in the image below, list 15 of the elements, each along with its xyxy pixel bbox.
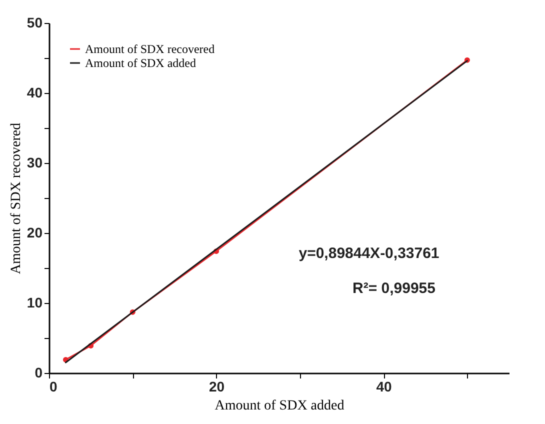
y-tick-label: 50 bbox=[26, 14, 43, 30]
legend-label: Amount of SDX added bbox=[85, 56, 196, 70]
y-axis-title: Amount of SDX recovered bbox=[8, 122, 24, 274]
annotation: y=0,89844X-0,33761 bbox=[298, 245, 440, 262]
y-tick-label: 0 bbox=[34, 364, 43, 380]
x-tick-label: 20 bbox=[208, 378, 225, 394]
y-tick-label: 40 bbox=[26, 84, 43, 100]
annotation: R²= 0,99955 bbox=[352, 280, 436, 297]
x-tick-label: 40 bbox=[376, 378, 392, 394]
y-tick-label: 20 bbox=[26, 224, 43, 240]
x-axis-title: Amount of SDX added bbox=[214, 398, 344, 414]
y-tick-label: 10 bbox=[26, 294, 43, 310]
x-tick-label: 0 bbox=[50, 378, 58, 394]
legend-label: Amount of SDX recovered bbox=[85, 42, 215, 56]
y-tick-label: 30 bbox=[26, 154, 43, 170]
